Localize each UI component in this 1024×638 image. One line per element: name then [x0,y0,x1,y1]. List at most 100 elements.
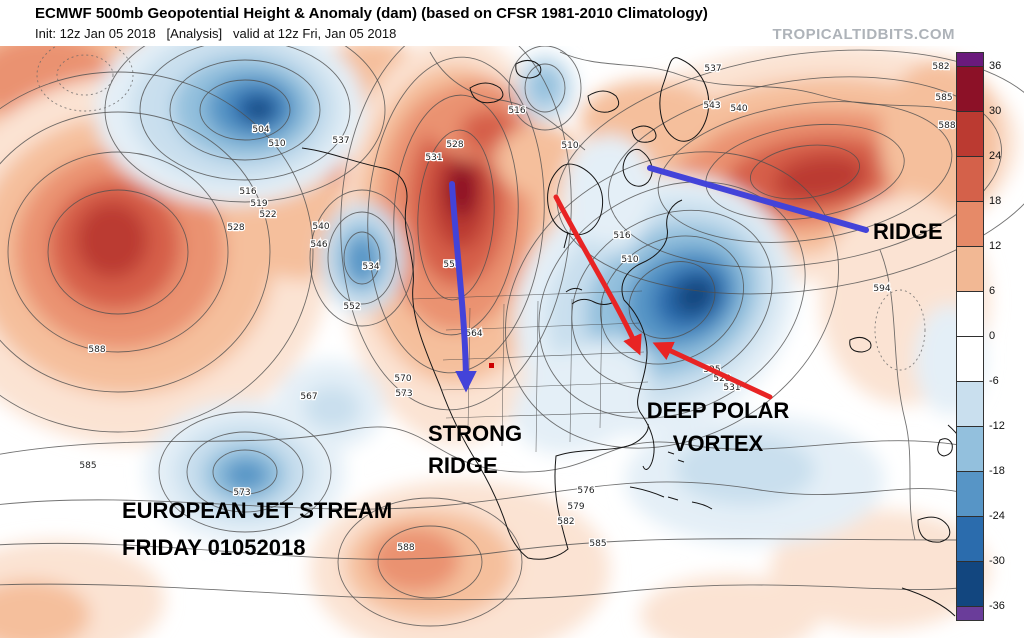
contour-label: 576 [577,486,594,496]
contour-label: 543 [703,101,720,111]
colorbar-label: 18 [989,195,1002,207]
contour-label: 579 [567,502,584,512]
anomaly-blob [640,575,820,638]
contour-label: 570 [394,374,411,384]
contour-label: 573 [233,488,250,498]
contour-label: 534 [362,262,379,272]
contour-ring [343,231,381,285]
contour-ring [417,129,495,301]
colorbar-label: 12 [989,240,1002,252]
contour-ring [505,151,839,449]
coastline-greenland [659,57,710,142]
anomaly-blob [304,386,360,430]
contour-ring [556,49,1024,295]
contour-label: 594 [873,284,890,294]
colorbar-segment [957,202,983,247]
state-borders [411,290,649,453]
contour-ring [47,189,189,315]
contour-label: 567 [300,392,317,402]
contour-flow-lines [0,51,961,601]
contour-ring [0,71,314,433]
contour-ring [393,94,519,336]
contour-label: 588 [88,345,105,355]
contour-label: 531 [723,383,740,393]
colorbar-label: 24 [989,150,1002,162]
anomaly-blob [370,528,460,592]
colorbar-label: 30 [989,105,1002,117]
strong-ridge-label-line2: RIDGE [428,453,498,478]
contour-ring [608,76,1002,268]
contour-label: 510 [621,255,638,265]
dotted-contour [36,46,134,112]
contour-label: 585 [79,461,96,471]
dotted-contour [56,54,114,96]
contour-ring [628,261,716,339]
dotted-contour [874,289,926,371]
annotation-text-layer: RIDGE STRONG RIDGE DEEP POLAR VORTEX EUR… [122,219,943,560]
coastline-north-america [301,147,683,560]
colorbar-segment [957,607,983,620]
polar-vortex-label-line1: DEEP POLAR [647,398,790,423]
contour-label: 573 [395,389,412,399]
anomaly-blob [774,155,866,201]
annotation-arrows-layer [449,165,869,400]
caption-label-line1: EUROPEAN JET STREAM [122,498,392,523]
contour-ring [508,46,582,131]
contour-ring [657,101,953,243]
contour-ring [749,144,861,200]
contour-label: 510 [268,139,285,149]
contour-label: 537 [704,64,721,74]
contour-ring [600,235,744,365]
contour-label: 546 [310,240,327,250]
contour-label: 582 [557,517,574,527]
colorbar-segment [957,157,983,202]
anomaly-blob [245,99,273,121]
colorbar-segment [957,292,983,337]
strong-ridge-label-line1: STRONG [428,421,522,446]
coastline-hudson-bay [547,163,604,249]
anomaly-colorbar: 36 30 24 18 12 6 0 -6 -12 -18 -24 -30 -36 [956,52,1024,627]
colorbar-segment [957,53,983,67]
contour-ring [199,79,291,141]
contour-ring [186,431,304,513]
contour-label: 528 [227,223,244,233]
colorbar-label: -6 [989,375,999,387]
contour-ring [7,151,229,353]
colorbar-segment [957,517,983,562]
map-title: ECMWF 500mb Geopotential Height & Anomal… [35,5,708,22]
ridge-pointer-line [647,165,869,233]
contour-label: 528 [446,140,463,150]
colorbar-segment [957,112,983,157]
contour-label: 540 [730,104,747,114]
contour-label: 552 [343,302,360,312]
contour-label: 582 [932,62,949,72]
anomaly-blob [346,236,378,284]
contour-label: 519 [250,199,267,209]
init-valid-line: Init: 12z Jan 05 2018 [Analysis] valid a… [35,26,397,41]
contour-label: 540 [312,222,329,232]
header: ECMWF 500mb Geopotential Height & Anomal… [0,0,1024,46]
contour-label: 516 [239,187,256,197]
colorbar-segment [957,247,983,292]
contour-label: 585 [935,93,952,103]
contour-label: 504 [252,125,269,135]
contour-ring [337,497,523,627]
colorbar-segment [957,562,983,607]
contour-label: 510 [561,141,578,151]
ridge-label: RIDGE [873,219,943,244]
contour-ring [169,59,321,161]
contour-ring [524,63,566,113]
contour-label: 564 [465,329,482,339]
contour-label: 537 [332,136,349,146]
colorbar-label: 0 [989,330,996,342]
location-marker-dot [489,363,494,368]
colorbar-label: -36 [989,600,1005,612]
coastline-great-lakes [565,287,615,305]
contour-ring [158,411,332,533]
colorbar-segment [957,67,983,112]
colorbar-label: -24 [989,510,1005,522]
strong-ridge-arrow [449,181,477,393]
